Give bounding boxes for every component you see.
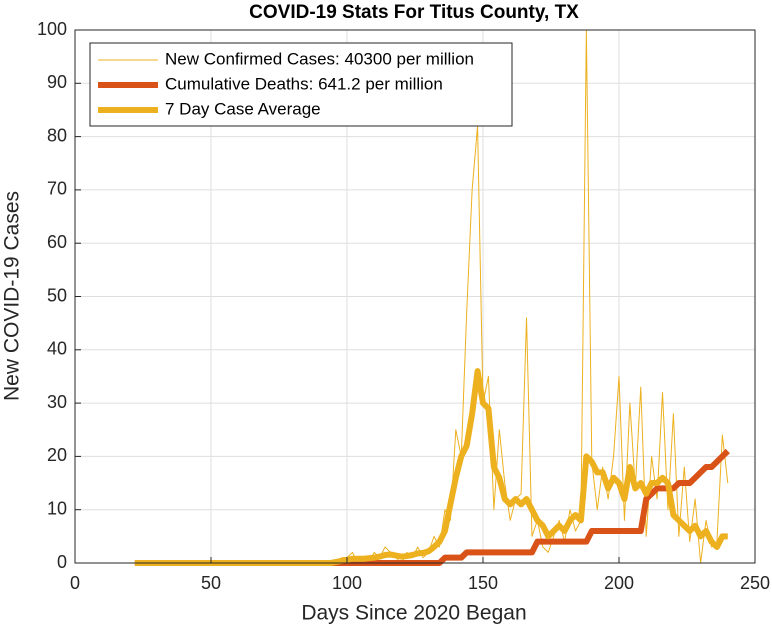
legend-box: [89, 42, 513, 127]
y-tick-label: 40: [47, 339, 67, 359]
y-axis-label: New COVID-19 Cases: [1, 191, 24, 401]
x-tick-label: 0: [70, 573, 80, 593]
legend: New Confirmed Cases: 40300 per million Cu…: [89, 42, 513, 127]
y-tick-label: 60: [47, 232, 67, 252]
y-tick-label: 70: [47, 179, 67, 199]
y-tick-label: 0: [57, 552, 67, 572]
x-tick-label: 50: [201, 573, 221, 593]
y-tick-label: 50: [47, 285, 67, 305]
legend-label: New Confirmed Cases: 40300 per million: [165, 49, 474, 68]
legend-label: Cumulative Deaths: 641.2 per million: [165, 74, 443, 93]
x-tick-label: 250: [740, 573, 770, 593]
chart-title: COVID-19 Stats For Titus County, TX: [249, 2, 579, 23]
x-tick-label: 150: [468, 573, 498, 593]
ticks: 0 50 100 150 200 250 0 10 20 30 40 50 60 70 80 90 100: [37, 19, 770, 593]
y-tick-label: 10: [47, 498, 67, 518]
x-axis-label: Days Since 2020 Began: [301, 602, 526, 625]
y-tick-label: 100: [37, 19, 67, 39]
y-tick-label: 80: [47, 125, 67, 145]
legend-label: 7 Day Case Average: [165, 99, 321, 118]
y-tick-label: 90: [47, 72, 67, 92]
x-tick-label: 200: [604, 573, 634, 593]
y-tick-label: 30: [47, 392, 67, 412]
x-tick-label: 100: [332, 573, 362, 593]
y-tick-label: 20: [47, 445, 67, 465]
